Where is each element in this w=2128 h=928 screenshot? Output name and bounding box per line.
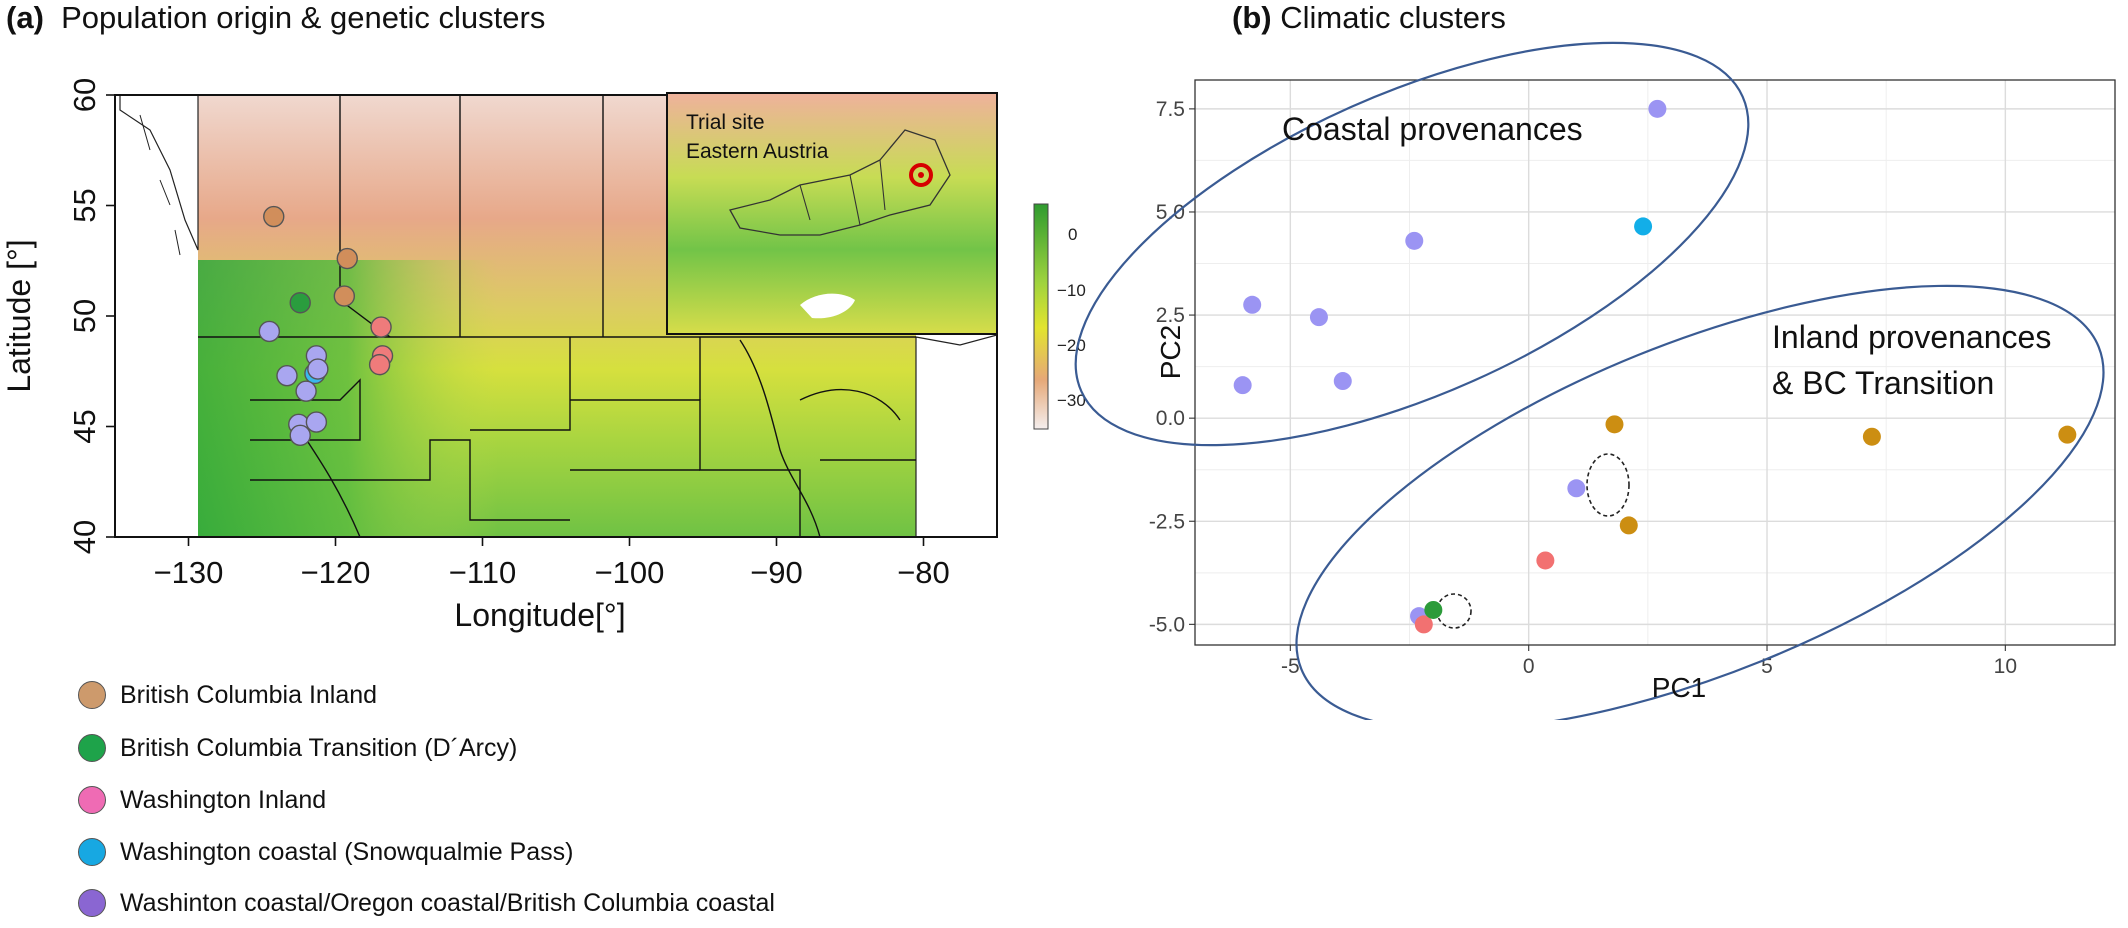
pca-point [1634, 217, 1653, 236]
panel-a-title-text: Population origin & genetic clusters [61, 0, 546, 35]
pca-point [1243, 295, 1262, 314]
inland-label-1: Inland provenances [1772, 319, 2051, 355]
pca-y-tick-label: -5.0 [1149, 613, 1185, 636]
legend-swatch [78, 734, 106, 762]
map-axes: −130 −120 −110 −100 −90 −80 40 45 50 55 60 [67, 78, 950, 590]
pca-point [1405, 231, 1424, 250]
map-point [307, 358, 329, 380]
colorbar-tick-30: −30 [1057, 391, 1086, 410]
legend-label: British Columbia Transition (D´Arcy) [120, 733, 518, 762]
pca-grid [1195, 80, 2115, 645]
pca-point [1536, 551, 1555, 570]
legend-item-bc-inland: British Columbia Inland [78, 678, 377, 712]
map-x-axis-label: Longitude[°] [454, 597, 625, 633]
pca-points [1233, 99, 2077, 634]
map-point [289, 292, 311, 314]
map-y-tick-label: 60 [67, 78, 102, 112]
pca-x-axis-label: PC1 [1652, 672, 1706, 703]
pca-point [1414, 615, 1433, 634]
map-point [336, 247, 358, 270]
map-point [305, 411, 328, 433]
map-point [263, 205, 285, 228]
trial-site-marker [909, 163, 933, 187]
pca-point [1233, 376, 1252, 395]
panel-a-title: (a) Population origin & genetic clusters [6, 0, 545, 36]
inset-text-trial-site: Trial site [686, 111, 765, 134]
map-terrain [119, 95, 997, 537]
panel-b-title: (b) Climatic clusters [1232, 0, 1506, 36]
legend-item-wa-inland: Washington Inland [78, 783, 326, 817]
map-points [258, 205, 394, 447]
map-y-tick-label: 50 [67, 299, 102, 333]
pca-x-tick-label: -5 [1281, 655, 1300, 678]
legend-item-coastal: Washinton coastal/Oregon coastal/British… [78, 886, 775, 920]
map-point [370, 316, 392, 338]
legend-label: Washinton coastal/Oregon coastal/British… [120, 888, 775, 917]
map-point [295, 380, 317, 402]
map-x-tick-label: −120 [301, 555, 371, 590]
inland-ellipse [1295, 284, 2105, 720]
highlight-ellipse-2 [1436, 593, 1472, 629]
map-chart: Trial site Eastern Austria 0 −10 −20 −30… [1, 78, 1086, 633]
map-x-tick-label: −130 [154, 555, 224, 590]
map-y-axis-label: Latitude [°] [1, 239, 37, 392]
map-point [276, 364, 298, 387]
inset-text-location: Eastern Austria [686, 140, 829, 163]
map-x-tick-label: −80 [897, 555, 950, 590]
inset-map: Trial site Eastern Austria [666, 92, 998, 335]
pca-y-tick-label: 2.5 [1156, 304, 1185, 327]
map-x-tick-label: −90 [750, 555, 803, 590]
pca-y-tick-label: 5.0 [1156, 201, 1185, 224]
coastal-ellipse [1074, 41, 1750, 447]
pca-y-tick-label: 7.5 [1156, 98, 1185, 121]
map-point [368, 353, 391, 376]
legend-item-bc-transition: British Columbia Transition (D´Arcy) [78, 731, 517, 765]
coastal-label: Coastal provenances [1282, 111, 1583, 147]
map-y-tick-label: 55 [67, 188, 102, 222]
map-y-tick-label: 45 [67, 409, 102, 443]
pca-x-tick-label: 0 [1523, 655, 1535, 678]
colorbar-tick-10: −10 [1057, 281, 1086, 300]
inland-label-2: & BC Transition [1772, 365, 1994, 401]
pca-point [1309, 308, 1328, 327]
colorbar-tick-0: 0 [1068, 225, 1077, 244]
legend-swatch [78, 838, 106, 866]
colorbar: 0 −10 −20 −30 [1033, 203, 1086, 430]
pca-frame [1194, 79, 2116, 646]
legend-item-wa-snoqualmie: Washington coastal (Snowqualmie Pass) [78, 835, 573, 869]
map-point [289, 424, 311, 447]
map-x-tick-label: −100 [595, 555, 665, 590]
pca-point [2058, 425, 2077, 444]
pca-y-axis-label: PC2 [1155, 325, 1186, 379]
highlight-ellipse-1 [1586, 453, 1630, 517]
pca-point [1862, 427, 1881, 446]
legend-swatch [78, 681, 106, 709]
pca-y-tick-label: -2.5 [1149, 510, 1185, 533]
pca-x-tick-label: 10 [1994, 655, 2017, 678]
map-point [258, 320, 281, 343]
pca-y-tick-label: 0.0 [1156, 407, 1185, 430]
legend-label: British Columbia Inland [120, 680, 378, 709]
pca-x-tick-label: 5 [1761, 655, 1773, 678]
pca-chart: -5 0 5 10 -5.0 -2.5 0.0 2.5 5.0 7.5 Coastal prove… [1074, 41, 2116, 720]
map-point [333, 285, 356, 307]
map-x-tick-label: −110 [449, 555, 517, 590]
panel-a-label: (a) [6, 0, 44, 35]
pca-plot-area [1195, 80, 2115, 645]
lake-shape [800, 293, 855, 319]
pca-point [1424, 600, 1443, 619]
panel-b-title-text: Climatic clusters [1280, 0, 1506, 35]
pca-point [1605, 415, 1624, 434]
map-y-tick-label: 40 [67, 520, 102, 554]
legend-swatch [78, 786, 106, 814]
pca-point [1648, 99, 1667, 118]
pca-axes: -5 0 5 10 -5.0 -2.5 0.0 2.5 5.0 7.5 [1149, 79, 2116, 678]
legend-label: Washington coastal (Snowqualmie Pass) [120, 837, 574, 866]
panel-b-label: (b) [1232, 0, 1272, 35]
pca-point [1619, 516, 1638, 535]
pca-point [1333, 372, 1352, 391]
legend-swatch [78, 889, 106, 917]
pca-point [1567, 479, 1586, 498]
legend-label: Washington Inland [120, 785, 327, 814]
